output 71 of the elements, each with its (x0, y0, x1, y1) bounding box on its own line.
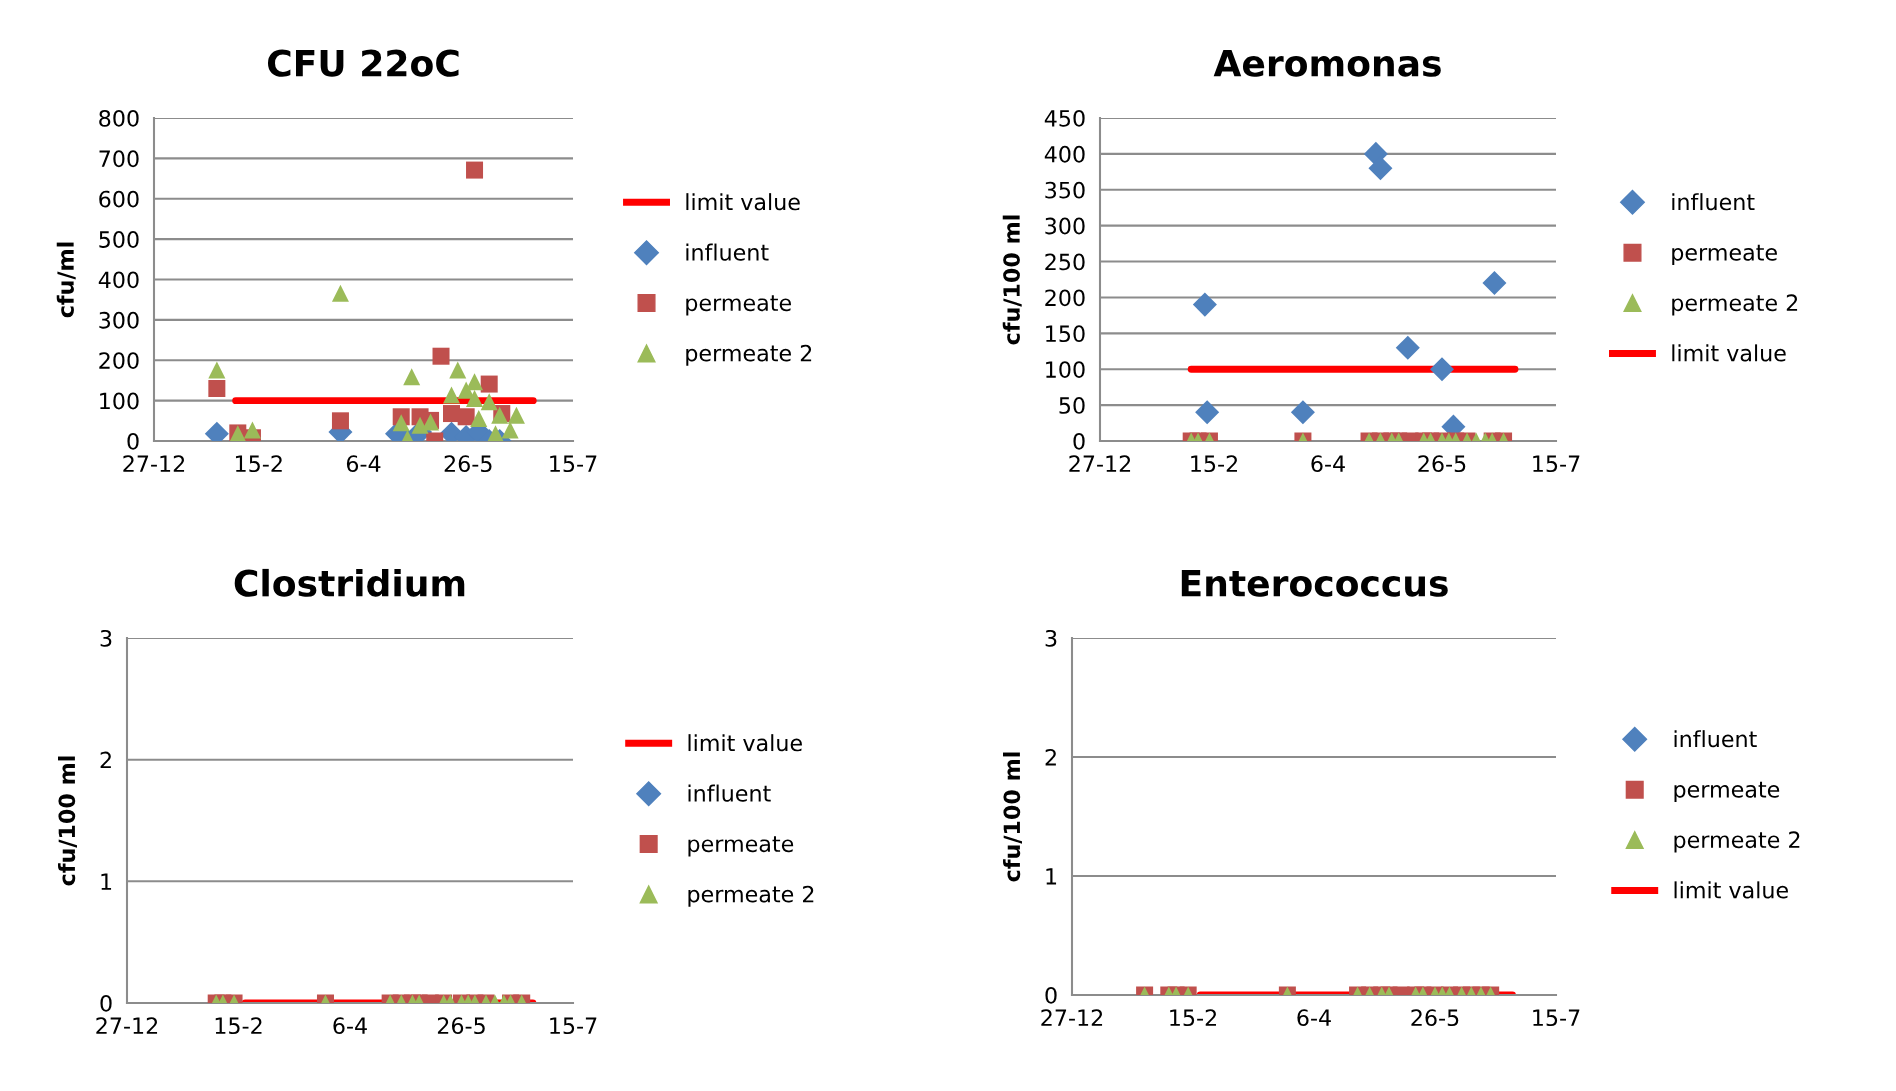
legend-label: permeate 2 (688, 885, 814, 907)
y-tick-label: 400 (98, 271, 139, 289)
y-axis-title: cfu/100 ml (1002, 215, 1022, 345)
legend-label: influent (1674, 730, 1757, 748)
legend-label: influent (688, 784, 771, 802)
y-tick-label: 1 (1046, 868, 1057, 885)
chart-title: CFU 22oC (267, 49, 459, 77)
y-tick-label: 0 (1045, 986, 1057, 1004)
legend-label: permeate (686, 295, 791, 316)
y-tick-label: 400 (1044, 145, 1085, 163)
legend-label: permeate (688, 836, 794, 857)
y-tick-label: 50 (1059, 397, 1085, 414)
legend-label: permeate (1672, 244, 1777, 266)
x-tick-label: 15-2 (235, 455, 282, 473)
y-tick-label: 2 (100, 751, 111, 769)
y-tick-label: 150 (1046, 325, 1085, 343)
y-tick-label: 450 (1044, 109, 1085, 127)
x-tick-label: 26-5 (1418, 455, 1466, 473)
legend-label: limit value (686, 193, 800, 211)
y-tick-label: 350 (1045, 181, 1085, 199)
y-tick-label: 300 (99, 311, 139, 329)
y-axis-title: cfu/100 ml (1003, 752, 1022, 882)
x-tick-label: 6-4 (1311, 455, 1345, 473)
x-tick-label: 6-4 (346, 455, 381, 473)
legend-label: limit value (1674, 881, 1788, 899)
x-tick-label: 15-7 (1533, 455, 1580, 473)
x-tick-label: 27-12 (123, 455, 185, 472)
x-tick-label: 6-4 (333, 1017, 367, 1035)
x-tick-label: 15-7 (550, 1017, 597, 1035)
x-tick-label: 15-7 (1533, 1009, 1580, 1027)
y-tick-label: 250 (1045, 253, 1085, 271)
x-tick-label: 6-4 (1297, 1009, 1331, 1027)
chart-title: Clostridium (234, 568, 465, 597)
y-tick-label: 500 (99, 231, 139, 248)
x-tick-label: 26-5 (437, 1017, 485, 1035)
x-tick-label: 15-7 (550, 455, 597, 473)
legend-label: influent (1672, 193, 1755, 211)
legend-label: permeate (1674, 781, 1780, 803)
y-tick-label: 200 (1045, 289, 1085, 307)
x-tick-label: 15-2 (1170, 1009, 1216, 1027)
x-tick-label: 15-2 (215, 1017, 262, 1035)
x-tick-label: 26-5 (444, 455, 492, 473)
legend-label: permeate 2 (1672, 294, 1798, 316)
y-tick-label: 0 (100, 994, 112, 1012)
legend-label: limit value (1672, 344, 1786, 362)
y-tick-label: 700 (99, 150, 139, 168)
x-tick-label: 26-5 (1411, 1009, 1459, 1027)
y-tick-label: 2 (1045, 748, 1056, 766)
legend-label: permeate 2 (1674, 831, 1800, 853)
y-tick-label: 100 (100, 392, 139, 410)
chart-title: Aeromonas (1213, 50, 1441, 77)
y-tick-label: 0 (1073, 432, 1085, 450)
y-tick-label: 800 (99, 109, 139, 127)
x-tick-label: 15-2 (1191, 455, 1237, 473)
legend-label: limit value (688, 734, 802, 752)
legend-label: permeate 2 (686, 344, 812, 366)
y-tick-label: 3 (100, 629, 112, 647)
chart-title: Enterococcus (1181, 570, 1448, 597)
x-tick-label: 27-12 (1041, 1009, 1103, 1026)
x-tick-label: 27-12 (96, 1017, 158, 1034)
x-tick-label: 27-12 (1069, 455, 1131, 472)
y-tick-label: 0 (127, 432, 139, 450)
y-tick-label: 600 (99, 190, 139, 208)
y-axis-title: cfu/ml (56, 242, 76, 318)
y-tick-label: 100 (1046, 361, 1085, 378)
y-tick-label: 200 (99, 352, 139, 370)
y-tick-label: 300 (1045, 217, 1085, 235)
legend-label: influent (686, 243, 769, 261)
y-axis-title: cfu/100 ml (58, 756, 77, 886)
y-tick-label: 3 (1045, 629, 1057, 647)
y-tick-label: 1 (101, 873, 112, 890)
